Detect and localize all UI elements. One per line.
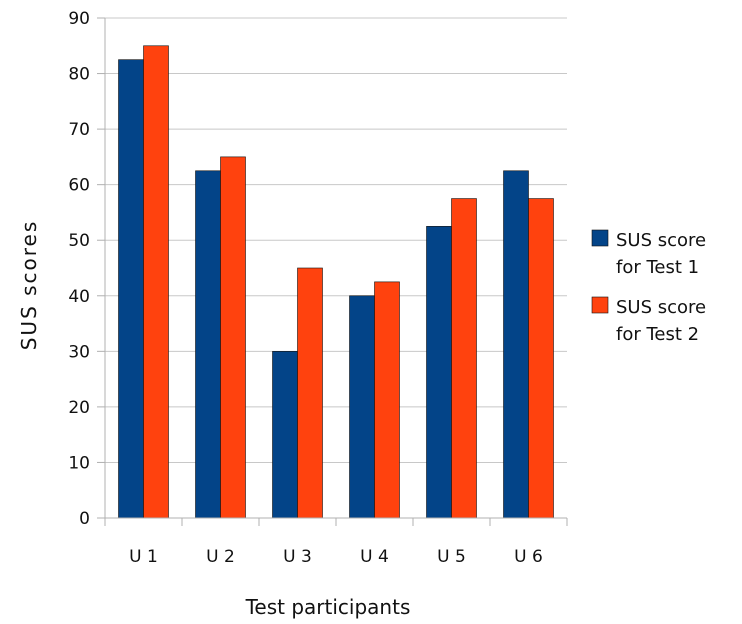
gridlines [105, 17, 567, 463]
bars [118, 45, 554, 519]
y-tick-label: 50 [68, 231, 90, 251]
y-tick-label: 60 [68, 176, 90, 196]
axes [97, 17, 568, 526]
y-tick-label: 10 [68, 453, 90, 473]
bar-test2-u4 [374, 281, 400, 519]
x-tick-label: U 1 [129, 547, 158, 567]
bar-test2-u1 [143, 45, 169, 519]
legend-label: SUS score for Test 1 [616, 230, 706, 278]
y-tick-label: 40 [68, 287, 90, 307]
x-tick-label: U 3 [283, 547, 312, 567]
y-tick-label: 90 [68, 9, 90, 29]
bar-test2-u6 [528, 198, 554, 519]
bar-test1-u6 [503, 170, 529, 519]
x-tick-label: U 4 [360, 547, 389, 567]
bar-test2-u3 [297, 267, 323, 519]
x-tick-labels: U 1 U 2 U 3 U 4 U 5 U 6 [129, 547, 543, 567]
y-tick-label: 20 [68, 398, 90, 418]
x-tick-label: U 2 [206, 547, 235, 567]
y-tick-label: 70 [68, 120, 90, 140]
bar-test1-u1 [118, 59, 144, 519]
legend-swatch [591, 296, 609, 314]
y-tick-label: 80 [68, 65, 90, 85]
x-axis-title: Test participants [245, 595, 411, 619]
y-tick-labels: 0 10 20 30 40 50 60 70 80 90 [68, 9, 90, 529]
bar-test1-u3 [272, 351, 298, 519]
bar-test1-u5 [426, 226, 452, 519]
y-tick-label: 30 [68, 342, 90, 362]
bar-test1-u4 [349, 295, 375, 519]
bar-test1-u2 [195, 170, 221, 519]
legend: SUS score for Test 1 SUS score for Test 2 [591, 229, 706, 345]
bar-test2-u2 [220, 156, 246, 519]
y-tick-label: 0 [79, 509, 90, 529]
y-axis-title: SUS scores [17, 220, 41, 351]
x-tick-label: U 5 [437, 547, 466, 567]
bar-test2-u5 [451, 198, 477, 519]
legend-swatch [591, 229, 609, 247]
x-tick-label: U 6 [514, 547, 543, 567]
legend-label: SUS score for Test 2 [616, 297, 706, 345]
